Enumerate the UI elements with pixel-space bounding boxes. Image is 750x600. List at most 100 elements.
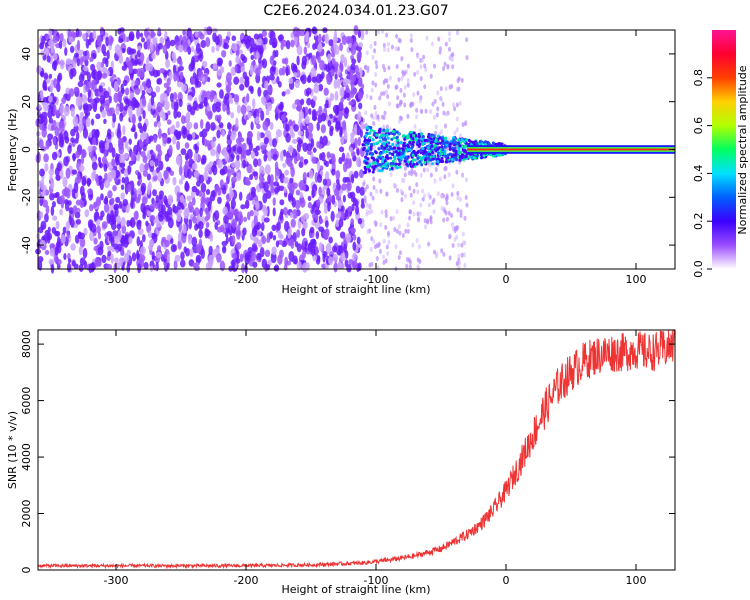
transition-cell	[434, 167, 438, 173]
transition-cell	[383, 47, 387, 53]
noise-cell	[73, 182, 79, 194]
transition-cell	[444, 165, 448, 171]
noise-cell	[355, 71, 361, 79]
carrier-cell	[378, 139, 382, 143]
noise-cell	[96, 219, 101, 227]
noise-cell	[95, 196, 102, 207]
noise-cell	[134, 87, 141, 95]
transition-cell	[418, 128, 422, 134]
noise-cell	[130, 127, 136, 133]
noise-cell	[190, 46, 195, 53]
transition-cell	[361, 222, 365, 228]
noise-cell	[283, 149, 287, 157]
noise-cell	[186, 27, 192, 39]
noise-cell	[255, 145, 261, 151]
noise-cell	[316, 73, 322, 84]
noise-cell	[302, 249, 307, 259]
noise-cell	[65, 58, 72, 66]
carrier-cell	[453, 156, 457, 160]
noise-cell	[115, 196, 121, 204]
spectrogram-ytick-label: -40	[20, 236, 33, 254]
transition-cell	[395, 228, 399, 234]
transition-cell	[458, 197, 462, 203]
noise-cell	[164, 153, 170, 162]
noise-cell	[47, 226, 51, 233]
noise-cell	[263, 153, 268, 162]
noise-cell	[294, 79, 300, 89]
noise-cell	[135, 29, 140, 40]
transition-cell	[419, 172, 423, 178]
noise-cell	[261, 30, 268, 38]
noise-cell	[333, 61, 339, 69]
noise-cell	[100, 146, 105, 154]
transition-cell	[395, 209, 399, 215]
carrier-cell	[408, 162, 412, 166]
transition-cell	[458, 100, 462, 106]
noise-cell	[112, 113, 117, 123]
noise-cell	[273, 148, 277, 154]
noise-cell	[163, 169, 169, 180]
noise-cell	[117, 122, 121, 134]
noise-cell	[101, 221, 108, 229]
noise-cell	[186, 133, 193, 140]
noise-cell	[54, 246, 59, 256]
noise-cell	[66, 188, 71, 199]
noise-cell	[146, 57, 150, 67]
carrier-cell	[377, 147, 381, 151]
noise-cell	[323, 205, 328, 215]
transition-cell	[451, 64, 455, 70]
noise-cell	[107, 141, 113, 153]
transition-cell	[442, 217, 446, 223]
transition-cell	[373, 40, 377, 46]
noise-cell	[138, 138, 143, 148]
noise-cell	[302, 220, 308, 229]
transition-cell	[402, 178, 406, 184]
transition-cell	[456, 207, 460, 213]
carrier-cell	[448, 147, 452, 151]
noise-cell	[130, 189, 135, 196]
noise-cell	[128, 138, 132, 145]
carrier-cell	[427, 138, 431, 142]
carrier-cell	[421, 152, 425, 156]
noise-cell	[153, 135, 158, 143]
carrier-cell	[452, 138, 456, 142]
noise-cell	[268, 74, 275, 81]
noise-cell	[353, 170, 359, 179]
noise-cell	[300, 98, 305, 106]
noise-cell	[288, 195, 294, 201]
noise-cell	[120, 192, 125, 200]
noise-cell	[81, 33, 87, 40]
noise-cell	[266, 237, 271, 243]
noise-cell	[195, 188, 200, 197]
noise-cell	[311, 188, 315, 199]
noise-cell	[311, 115, 317, 121]
noise-cell	[284, 89, 291, 95]
transition-cell	[384, 209, 388, 215]
carrier-cell	[411, 158, 415, 162]
noise-cell	[275, 112, 279, 121]
carrier-cell	[480, 156, 484, 160]
noise-cell	[146, 173, 152, 181]
noise-cell	[265, 94, 271, 101]
carrier-cell	[426, 156, 430, 161]
noise-cell	[257, 38, 263, 46]
noise-cell	[345, 92, 350, 99]
noise-cell	[232, 145, 237, 152]
noise-cell	[178, 65, 184, 72]
noise-cell	[63, 105, 70, 117]
noise-cell	[211, 103, 217, 113]
transition-cell	[372, 120, 376, 126]
noise-cell	[273, 181, 280, 187]
carrier-cell	[448, 152, 452, 156]
transition-cell	[366, 229, 370, 235]
noise-cell	[101, 254, 107, 264]
noise-cell	[119, 257, 123, 267]
noise-cell	[86, 71, 92, 82]
noise-cell	[165, 58, 170, 69]
noise-cell	[46, 55, 51, 63]
noise-cell	[308, 108, 312, 115]
noise-cell	[282, 162, 287, 168]
noise-cell	[349, 147, 354, 153]
noise-cell	[280, 114, 287, 122]
noise-cell	[233, 76, 240, 85]
